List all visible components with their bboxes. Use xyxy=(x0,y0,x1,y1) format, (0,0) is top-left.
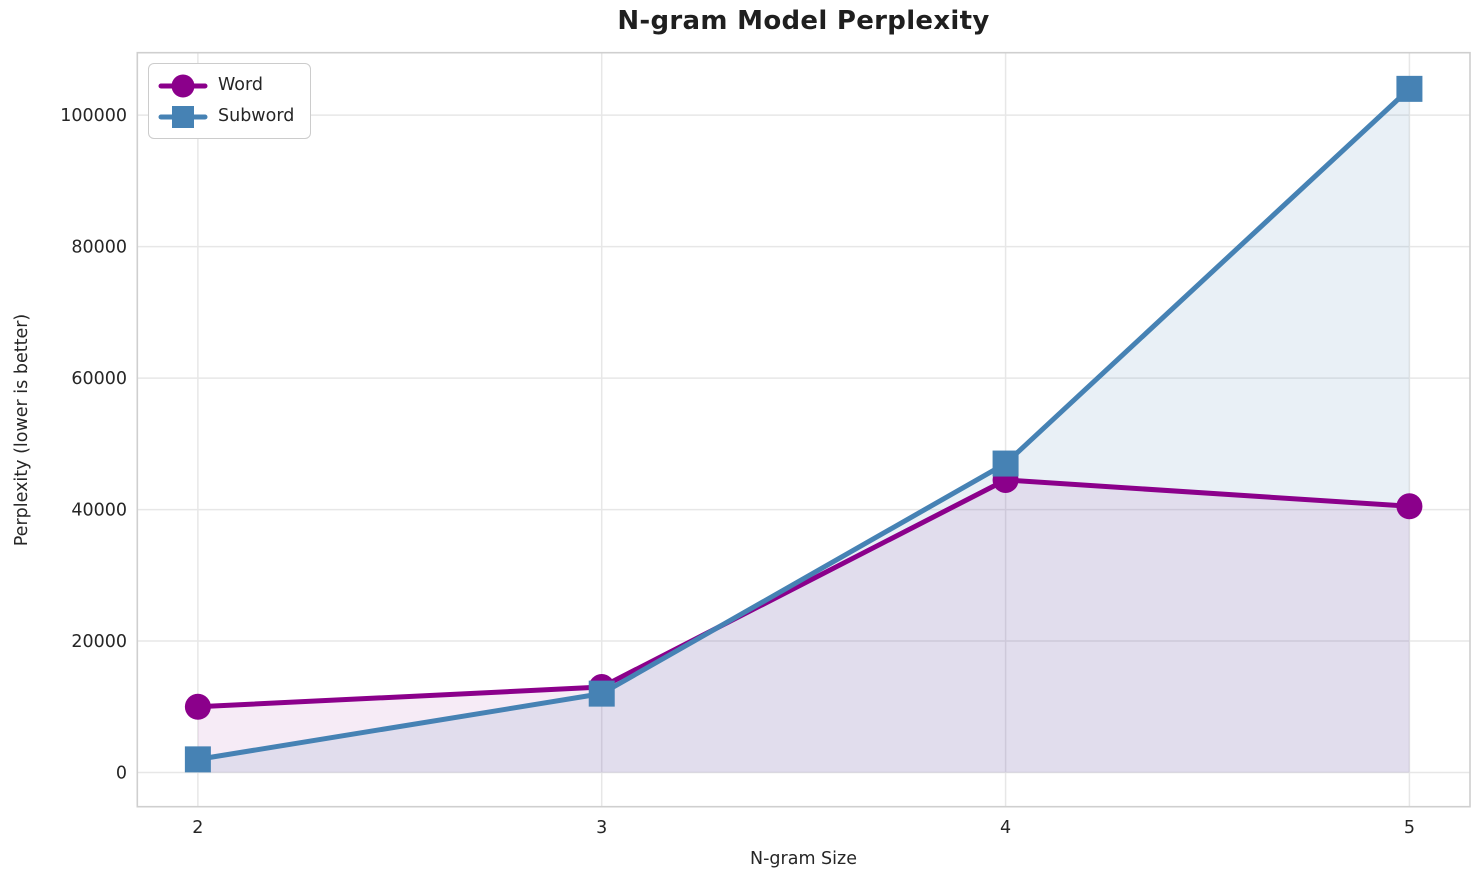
word-marker-0 xyxy=(184,693,211,720)
square-marker-icon xyxy=(158,105,208,128)
legend: Word Subword xyxy=(148,63,312,139)
legend-label: Subword xyxy=(218,105,295,126)
x-tick-label-1: 3 xyxy=(596,818,607,838)
y-tick-label-0: 0 xyxy=(116,764,127,784)
circle-marker-icon xyxy=(158,74,208,97)
word-marker-3 xyxy=(1396,493,1423,520)
word-area-fill xyxy=(197,479,1410,773)
chart-title: N-gram Model Perplexity xyxy=(617,6,990,36)
subword-line xyxy=(195,86,1412,762)
y-tick-label-2: 40000 xyxy=(71,501,127,521)
word-line xyxy=(195,477,1412,710)
plot-spines xyxy=(136,51,1471,808)
legend-item-word: Word xyxy=(158,71,294,100)
subword-marker-3 xyxy=(1396,75,1423,102)
x-axis-label: N-gram Size xyxy=(750,849,857,869)
y-tick-label-1: 20000 xyxy=(71,632,127,652)
legend-item-subword: Subword xyxy=(158,102,294,131)
subword-area-fill xyxy=(197,88,1410,773)
y-axis-label: Perplexity (lower is better) xyxy=(12,313,32,547)
subword-marker-0 xyxy=(184,746,211,773)
y-tick-label-3: 60000 xyxy=(71,369,127,389)
x-tick-label-2: 4 xyxy=(1000,818,1011,838)
subword-marker-2 xyxy=(992,450,1019,477)
y-tick-label-5: 100000 xyxy=(60,106,127,126)
x-tick-label-0: 2 xyxy=(192,818,203,838)
x-tick-label-3: 5 xyxy=(1404,818,1415,838)
y-tick-label-4: 80000 xyxy=(71,238,127,258)
legend-label: Word xyxy=(218,74,263,95)
subword-marker-1 xyxy=(588,680,615,707)
